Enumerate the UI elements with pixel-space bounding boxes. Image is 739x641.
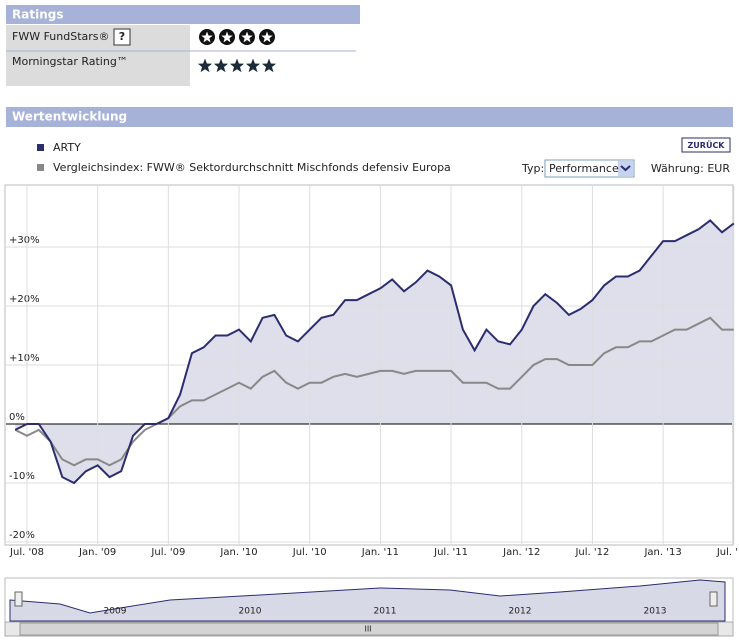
navigator-label: 2010 <box>239 607 262 617</box>
nav-handle[interactable] <box>14 591 23 607</box>
section-title: Wertentwicklung <box>12 110 127 124</box>
section-header <box>6 107 733 127</box>
legend-label: ARTY <box>53 141 81 154</box>
legend-swatch <box>37 144 44 151</box>
morningstar <box>213 58 229 73</box>
x-tick-label: Jan. '12 <box>502 547 540 558</box>
morningstar <box>261 58 277 73</box>
label-cell <box>6 25 190 86</box>
rating-label: Morningstar Rating™ <box>12 55 128 68</box>
x-tick-label: Jul. '12 <box>574 547 609 558</box>
select-arrow[interactable] <box>618 161 633 176</box>
help-text[interactable]: ? <box>119 30 125 43</box>
y-tick-label: +10% <box>9 353 40 364</box>
fundstar-star <box>241 31 253 43</box>
navigator-label: 2012 <box>509 607 532 617</box>
type-value[interactable]: Performance <box>549 162 619 175</box>
navigator-label: 2013 <box>644 607 667 617</box>
ratings-title: Ratings <box>12 8 63 22</box>
x-tick-label: Jan. '10 <box>219 547 257 558</box>
area <box>15 220 734 483</box>
type-select[interactable] <box>544 159 635 178</box>
x-tick-label: Jul. '08 <box>9 547 44 558</box>
type-label: Typ: <box>521 162 544 175</box>
help-button[interactable] <box>113 28 131 46</box>
currency: Währung: EUR <box>651 162 731 175</box>
back-text[interactable]: ZURÜCK <box>687 140 725 150</box>
scroll-thumb[interactable] <box>19 622 719 636</box>
ratings-header <box>6 5 360 24</box>
morningstar <box>229 58 245 73</box>
y-tick-label: +30% <box>9 235 40 246</box>
x-tick-label: Jan. '13 <box>643 547 681 558</box>
arrow-icon <box>620 165 631 172</box>
series-line <box>14 316 734 467</box>
navigator-label: 2009 <box>104 607 127 617</box>
x-tick-label: Jul. '11 <box>433 547 468 558</box>
x-tick-label: Jul. '13 <box>716 547 739 558</box>
x-tick-label: Jul. '10 <box>292 547 327 558</box>
morningstar <box>197 58 213 73</box>
back-button[interactable] <box>681 137 731 153</box>
legend-label: Vergleichsindex: FWW® Sektordurchschnitt… <box>53 161 451 174</box>
series-line <box>14 219 735 485</box>
navigator-line <box>9 579 726 622</box>
navigator-label: 2011 <box>374 607 397 617</box>
x-tick-label: Jul. '09 <box>150 547 185 558</box>
fundstar-star <box>261 31 273 43</box>
scroll-grip: III <box>364 625 371 634</box>
y-tick-label: +20% <box>9 294 40 305</box>
legend-swatch <box>37 164 44 171</box>
fundstar-star <box>221 31 233 43</box>
y-tick-label: -20% <box>9 530 35 541</box>
x-tick-label: Jan. '11 <box>361 547 399 558</box>
morningstar <box>245 58 261 73</box>
x-tick-label: Jan. '09 <box>78 547 116 558</box>
y-tick-label: 0% <box>9 412 25 423</box>
fundstar-star <box>201 31 213 43</box>
rating-label: FWW FundStars® <box>12 30 110 43</box>
nav-handle[interactable] <box>709 591 718 607</box>
y-tick-label: -10% <box>9 471 35 482</box>
